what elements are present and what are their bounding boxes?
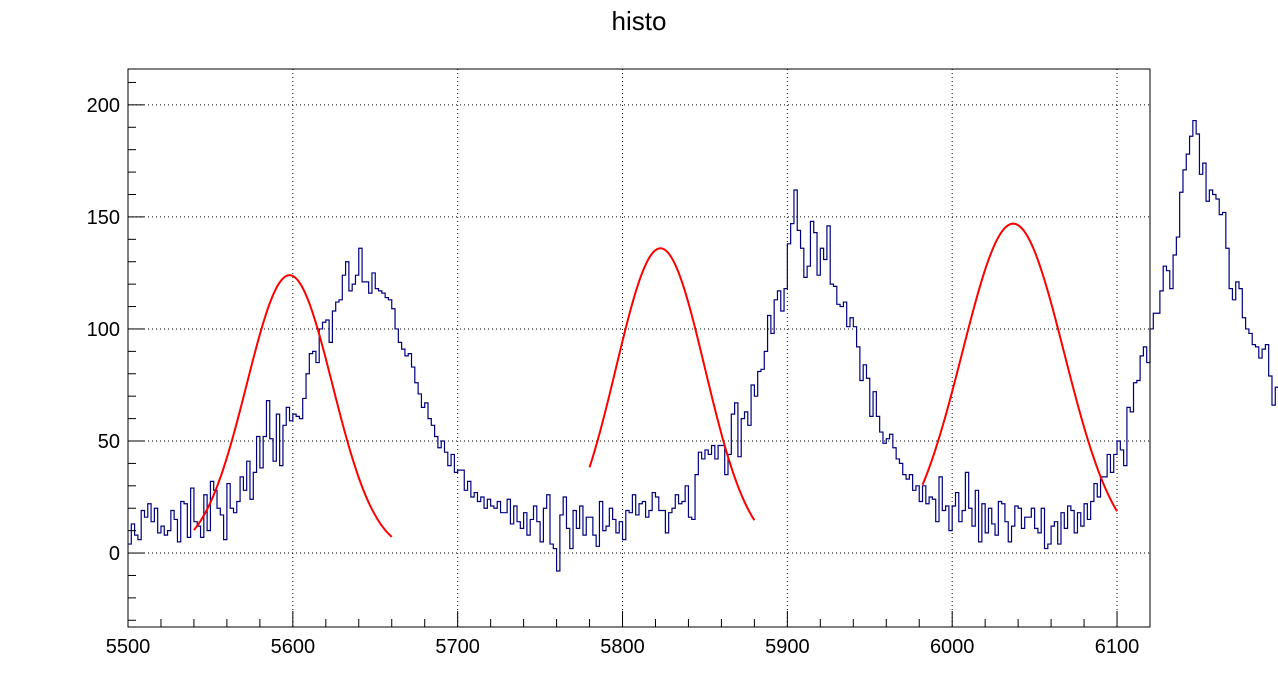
x-tick-label: 5700 <box>435 636 480 658</box>
histogram-series <box>128 119 1278 572</box>
y-tick-label: 100 <box>87 319 120 341</box>
fit-curves <box>193 222 1118 538</box>
y-tick-label: 50 <box>98 431 120 453</box>
fit-curve-2 <box>588 247 756 521</box>
x-tick-label: 6000 <box>930 636 975 658</box>
x-tick-label: 5800 <box>600 636 645 658</box>
x-tick-label: 5900 <box>765 636 810 658</box>
axes: 5500 5600 5700 5800 5900 6000 6100 0 50 100 150 200 <box>87 81 1151 658</box>
x-tick-label: 6100 <box>1095 636 1140 658</box>
chart-title: histo <box>611 6 667 36</box>
plot-frame <box>127 68 1151 628</box>
x-tick-label: 5600 <box>271 636 316 658</box>
y-tick-label: 0 <box>109 543 120 565</box>
grid <box>128 69 1150 627</box>
histogram-line <box>128 119 1278 572</box>
y-tick-label: 200 <box>87 95 120 117</box>
x-tick-label: 5500 <box>106 636 151 658</box>
fit-curve-3 <box>921 222 1118 512</box>
y-tick-label: 150 <box>87 207 120 229</box>
fit-curve-1 <box>193 274 393 538</box>
